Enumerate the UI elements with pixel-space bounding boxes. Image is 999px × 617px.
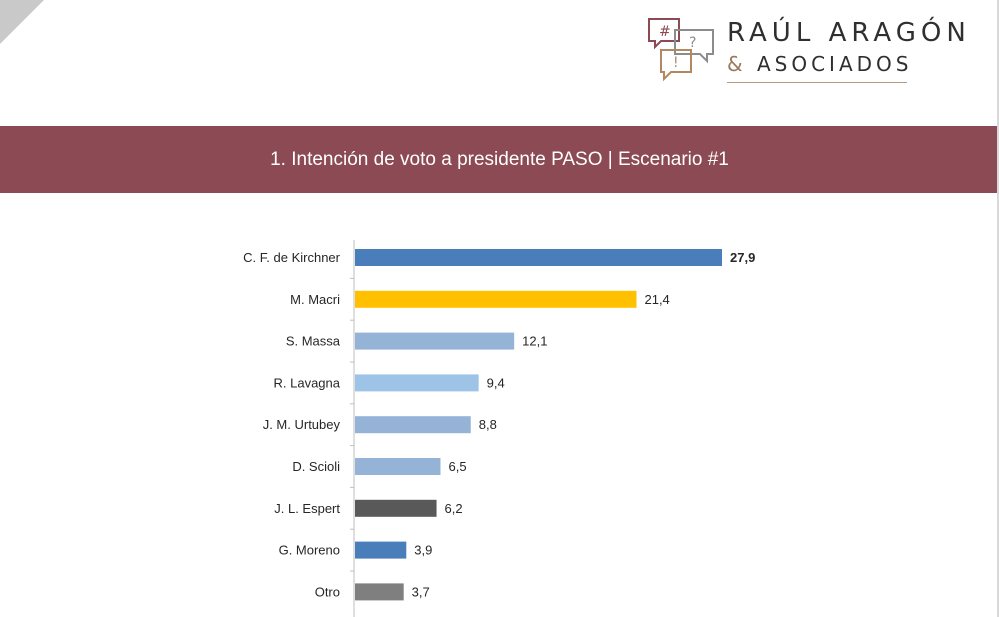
bar (355, 583, 404, 601)
category-label: M. Macri (290, 292, 340, 307)
section-title-band: 1. Intención de voto a presidente PASO |… (0, 126, 999, 193)
value-label: 21,4 (644, 292, 669, 307)
speech-bubbles-icon: # ? ! (648, 18, 714, 82)
bar (355, 374, 479, 392)
bar (355, 290, 637, 308)
svg-text:?: ? (689, 35, 696, 51)
company-logo: # ? ! RAÚL ARAGÓN & ASOCIADOS (645, 16, 985, 88)
logo-name: RAÚL ARAGÓN (727, 18, 971, 48)
bar (355, 458, 441, 475)
page-corner-fold (0, 0, 44, 44)
category-label: Otro (315, 584, 340, 599)
value-label: 9,4 (487, 375, 505, 390)
category-label: J. L. Espert (274, 501, 340, 516)
bar (355, 541, 407, 559)
category-label: D. Scioli (292, 459, 340, 474)
value-label: 27,9 (730, 250, 755, 265)
svg-text:#: # (659, 24, 671, 40)
logo-underline (727, 82, 907, 83)
logo-subtitle-text: ASOCIADOS (756, 52, 913, 76)
bar-chart: C. F. de Kirchner 27,9 M. Macri 21,4 S. Mass… (243, 240, 755, 617)
value-label: 12,1 (522, 334, 547, 349)
category-label: C. F. de Kirchner (243, 250, 340, 265)
page-edge-line (997, 0, 999, 617)
value-label: 8,8 (479, 417, 497, 432)
category-label: R. Lavagna (274, 375, 341, 390)
bar (355, 416, 471, 434)
bar (355, 499, 437, 517)
value-label: 3,9 (414, 543, 432, 558)
category-label: G. Moreno (279, 543, 340, 558)
chart-title: 1. Intención de voto a presidente PASO |… (270, 148, 729, 170)
value-label: 6,2 (445, 501, 463, 516)
bar (355, 332, 515, 350)
logo-subtitle: & ASOCIADOS (727, 52, 912, 76)
logo-ampersand: & (727, 52, 747, 76)
bar (355, 249, 722, 266)
svg-text:!: ! (673, 55, 679, 71)
value-label: 6,5 (449, 459, 467, 474)
category-label: J. M. Urtubey (263, 417, 341, 432)
value-label: 3,7 (412, 584, 430, 599)
category-label: S. Massa (286, 334, 341, 349)
